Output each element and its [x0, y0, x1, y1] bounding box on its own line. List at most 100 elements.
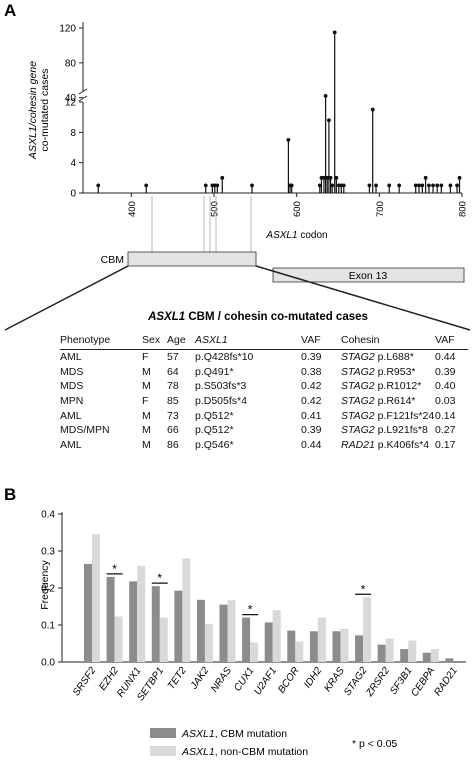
lollipop-head: [322, 175, 326, 180]
bar-cbm: [129, 581, 138, 662]
cbm-guide-lines: [151, 196, 252, 252]
cohesin-vaf-cell: 0.44: [435, 351, 456, 364]
svg-text:ASXL1 codon: ASXL1 codon: [265, 230, 327, 241]
lollipop-head: [215, 183, 220, 188]
lollipop-head: [417, 183, 421, 188]
lollipop-head: [420, 183, 425, 188]
phenotype-cell: MPN: [60, 395, 84, 408]
lollipop-head: [286, 138, 291, 142]
lollipop-head: [328, 175, 333, 180]
lollipop-head: [387, 183, 392, 188]
panel-b-letter: B: [4, 485, 16, 504]
lollipop-head: [431, 183, 435, 188]
lollipop-head: [439, 183, 444, 188]
bar-cbm: [400, 649, 409, 662]
asxl1-cell: p.Q512*: [195, 424, 234, 437]
bar-non-cbm: [317, 617, 326, 662]
panel-a-y-axis: [78, 22, 88, 193]
y-tick-label: 8: [70, 128, 76, 139]
y-tick-label: 4: [70, 158, 76, 169]
y-tick-label: 0.2: [41, 584, 55, 595]
panel-b-bars: [84, 534, 454, 662]
phenotype-cell: AML: [60, 409, 82, 422]
table-header-row: Phenotype Sex Age ASXL1 VAF Cohesin VAF: [60, 333, 468, 350]
phenotype-cell: MDS: [60, 365, 84, 378]
lollipop-head: [330, 183, 335, 188]
age-cell: 57: [167, 351, 179, 364]
legend-label-noncbm: ASXL1, non-CBM mutation: [181, 746, 308, 758]
lollipop-head: [370, 107, 375, 112]
bar-non-cbm: [408, 640, 417, 662]
bar-non-cbm: [92, 534, 100, 662]
panel-b-legend: ASXL1, CBM mutation ASXL1, non-CBM mutat…: [150, 728, 397, 758]
lollipop-head: [317, 183, 322, 188]
x-tick-label: 800: [458, 201, 469, 217]
cohesin-cell: STAG2 p.R953*: [341, 365, 435, 380]
cohesin-change: p.L921fs*8: [374, 424, 428, 437]
x-category-label: U2AF1: [252, 665, 279, 697]
bar-cbm: [106, 576, 115, 662]
bar-cbm: [196, 599, 205, 662]
y-tick-label: 120: [59, 24, 76, 35]
cohesin-vaf-cell: 0.14: [435, 409, 456, 422]
lollipop-head: [144, 183, 149, 188]
panel-a-xlabel-rest: codon: [298, 230, 328, 241]
lollipop-head: [289, 183, 294, 188]
y-tick-label: 12: [65, 98, 77, 109]
x-category-label: NRAS: [209, 665, 234, 694]
x-category-label: SRSF2: [71, 665, 99, 698]
header-sex: Sex: [142, 333, 167, 350]
cohesin-vaf-cell: 0.17: [435, 438, 456, 451]
bar-cbm: [151, 586, 160, 662]
lollipop-head: [397, 183, 402, 188]
table-row: MPN F 85 p.D505fs*4 0.42 STAG2 p.R614* 0.03: [60, 394, 468, 409]
bar-non-cbm: [385, 638, 394, 662]
y-tick-label: 40: [65, 93, 77, 104]
header-phenotype: Phenotype: [60, 333, 142, 350]
panel-b-significance: * * * *: [106, 562, 372, 617]
zoom-line-left: [4, 265, 129, 331]
cohesin-gene: STAG2: [341, 380, 375, 393]
cohesin-gene: STAG2: [341, 409, 375, 422]
cohesin-vaf-cell: 0.27: [435, 424, 456, 437]
significance-star: *: [248, 603, 253, 617]
cohesin-change: p.K406fs*4: [374, 438, 430, 451]
phenotype-cell: AML: [60, 351, 82, 364]
panel-a-lollipops: [96, 30, 462, 193]
cohesin-vaf-cell: 0.03: [435, 395, 456, 408]
cohesin-gene: RAD21: [341, 438, 375, 451]
table-title: ASXL1 CBM / cohesin co-mutated cases: [147, 311, 368, 323]
bar-non-cbm: [250, 642, 259, 662]
cohesin-gene: STAG2: [341, 395, 375, 408]
cohesin-cell: RAD21 p.K406fs*4: [341, 438, 435, 453]
bar-cbm: [355, 635, 364, 662]
lollipop-head: [457, 175, 462, 180]
asxl1-vaf-cell: 0.41: [301, 409, 322, 422]
bar-non-cbm: [295, 641, 304, 662]
panel-b-ylabel: Frequency: [39, 559, 51, 609]
header-vaf: VAF: [301, 333, 341, 350]
lollipop-head: [435, 183, 440, 188]
cohesin-gene: STAG2: [341, 351, 375, 364]
bar-non-cbm: [204, 623, 213, 662]
bar-cbm: [219, 604, 228, 662]
cohesin-change: p.L688*: [374, 351, 414, 364]
x-category-label: ZRSR2: [364, 665, 393, 699]
age-cell: 64: [167, 365, 179, 378]
bar-cbm: [264, 622, 273, 662]
lollipop-head: [332, 30, 337, 35]
bar-non-cbm: [137, 565, 146, 662]
bar-non-cbm: [340, 628, 349, 662]
x-category-label: RAD21: [432, 665, 460, 698]
lollipop-head: [250, 183, 254, 188]
bar-cbm: [445, 658, 454, 662]
bar-non-cbm: [159, 617, 168, 662]
cohesin-vaf-cell: 0.39: [435, 365, 456, 378]
sex-cell: M: [142, 438, 151, 451]
phenotype-cell: MDS/MPN: [60, 424, 110, 437]
lollipop-head: [96, 183, 101, 188]
panel-a-ylabel-line2: co-mutated cases: [39, 69, 51, 152]
significance-note: * p < 0.05: [352, 738, 397, 750]
cohesin-cell: STAG2 p.R614*: [341, 394, 435, 409]
